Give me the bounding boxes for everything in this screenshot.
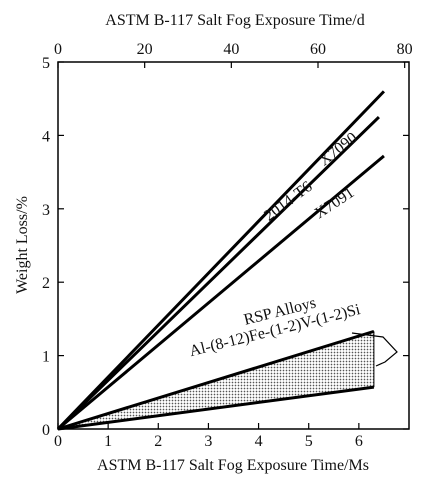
series-label-x7091: X7091: [312, 184, 358, 222]
annotation-bracket: [351, 332, 398, 367]
series-line-2014-t6: [56, 115, 380, 431]
series-line-x7090: [56, 90, 386, 431]
series-line-x7091: [57, 154, 385, 431]
x-tick-label: 3: [204, 433, 212, 450]
series-line-band-edge-3: [57, 329, 375, 431]
y-tick-label: 0: [42, 422, 50, 439]
x-tick-label: 0: [54, 433, 62, 450]
x-tick-label: 5: [305, 433, 313, 450]
y-axis-title: Weight Loss/%: [14, 196, 31, 294]
y-tick-label: 5: [42, 55, 50, 72]
y-tick-label: 3: [42, 202, 50, 219]
x2-tick-label: 20: [137, 41, 153, 58]
x2-tick-label: 40: [223, 41, 239, 58]
series-line-band-edge-4: [57, 385, 375, 431]
y-tick-label: 1: [42, 349, 50, 366]
x2-tick-label: 0: [54, 41, 62, 58]
series-label-2014-t6: 2014-T6: [261, 178, 315, 224]
bottom-axis-title: ASTM B-117 Salt Fog Exposure Time/Ms: [97, 457, 369, 474]
x2-tick-label: 60: [310, 41, 326, 58]
x-tick-label: 2: [154, 433, 162, 450]
plot-frame: [57, 61, 410, 430]
top-axis-title: ASTM B-117 Salt Fog Exposure Time/d: [105, 12, 364, 29]
y-tick-label: 2: [42, 275, 50, 292]
series-label-x7090: X7090: [316, 129, 361, 169]
x2-tick-label: 80: [397, 41, 413, 58]
x-tick-label: 4: [255, 433, 263, 450]
x-tick-label: 1: [104, 433, 112, 450]
x-tick-label: 6: [355, 433, 363, 450]
y-tick-label: 4: [42, 128, 50, 145]
